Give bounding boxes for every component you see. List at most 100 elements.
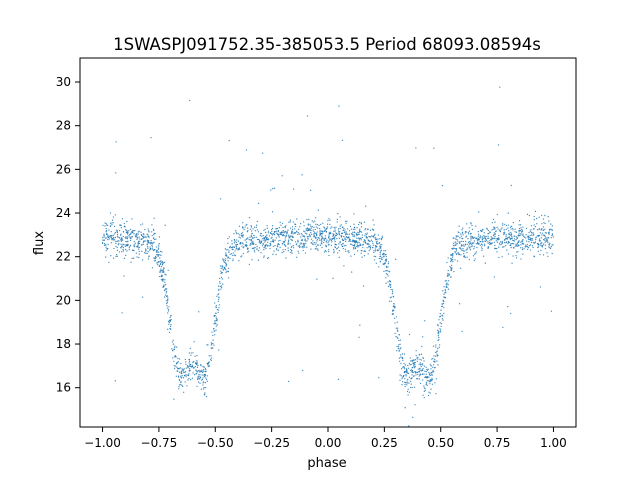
data-point [120,239,122,241]
data-point [531,245,534,247]
data-point [379,238,381,240]
data-point [544,222,546,225]
data-point [501,240,503,243]
data-point [132,230,134,232]
data-point [507,212,509,214]
data-point [537,250,540,253]
data-point [288,237,290,239]
data-point [432,345,435,347]
data-point [318,237,320,239]
data-point [297,245,299,247]
data-point [375,241,378,243]
data-point [175,365,177,367]
data-point [423,385,425,387]
data-point [138,236,140,238]
data-point [400,368,403,370]
data-point [415,374,417,376]
data-point [141,244,143,246]
data-point [120,243,122,245]
data-point [378,248,380,250]
data-point [375,262,377,264]
data-point [433,371,435,373]
data-point [369,247,371,249]
data-point [338,234,341,236]
data-point [495,230,497,233]
data-point [276,227,279,230]
data-point [456,242,458,245]
data-point [104,237,107,239]
data-point [246,248,249,250]
data-point [104,222,106,224]
data-point [335,234,337,236]
data-point [503,232,505,235]
data-point [102,224,104,226]
data-point [510,234,512,236]
data-point [267,257,270,259]
data-point [518,220,521,222]
data-point [353,244,356,246]
data-point [133,246,136,248]
data-point [453,244,455,246]
y-tick-label: 18 [56,337,71,351]
data-point [515,231,517,233]
data-point [548,220,550,222]
data-point [514,231,516,233]
data-point [208,364,210,366]
data-point [288,234,290,236]
data-point [427,394,430,397]
data-point [346,220,348,222]
data-point [368,243,370,245]
data-point [437,364,439,366]
data-point [374,237,376,239]
data-point [216,318,218,321]
data-point [438,333,440,335]
data-point [284,226,286,228]
data-point [150,136,152,139]
data-point [389,283,391,285]
data-point [547,232,550,234]
data-point [214,334,216,336]
data-point [125,229,127,231]
data-point [397,347,400,350]
data-point [215,316,217,318]
data-point [318,224,320,227]
data-point [469,243,471,245]
data-point [275,237,277,239]
data-point [164,279,166,281]
data-point [265,238,268,240]
data-point [303,243,306,245]
data-point [352,246,355,249]
data-point [207,364,209,366]
data-point [475,225,477,227]
data-point [222,260,225,262]
data-point [309,229,311,231]
data-point [307,238,309,240]
data-point [111,224,113,226]
data-point [126,250,128,252]
data-point [153,232,155,235]
data-point [207,365,209,368]
data-point [297,233,299,236]
data-point [551,252,553,255]
data-point [510,246,512,249]
data-point [439,322,441,324]
data-point [291,231,293,233]
data-point [325,250,327,253]
data-point [531,237,533,240]
data-point [299,222,302,225]
data-point [549,247,552,250]
data-point [533,233,535,236]
data-point [289,219,291,221]
data-point [310,231,312,234]
data-point [535,236,537,238]
data-point [300,242,302,244]
data-point [319,227,321,230]
data-point [146,239,149,241]
data-point [391,291,394,293]
data-point [360,239,362,241]
data-point [120,227,123,229]
data-point [447,284,449,286]
data-point [202,384,204,386]
data-point [424,370,426,372]
data-point [287,242,289,244]
